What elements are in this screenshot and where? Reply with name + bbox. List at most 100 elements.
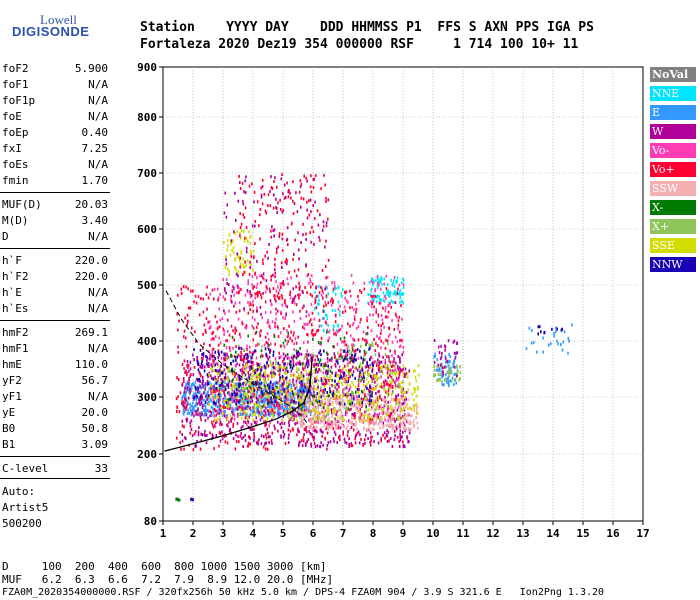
echo-point (218, 408, 221, 412)
echo-point (327, 421, 330, 425)
echo-point (272, 361, 274, 365)
echo-point (254, 318, 256, 322)
echo-point (404, 424, 406, 428)
echo-point (402, 380, 404, 384)
echo-point (367, 422, 370, 426)
echo-point (255, 373, 258, 377)
echo-point (349, 356, 351, 360)
echo-point (386, 429, 388, 433)
param-value: N/A (88, 342, 108, 355)
echo-point (181, 419, 184, 423)
echo-point (220, 350, 223, 354)
echo-point (258, 375, 260, 379)
echo-point (437, 345, 440, 349)
echo-point (391, 414, 394, 418)
echo-point (402, 373, 405, 377)
param-name: h`F (2, 254, 22, 267)
echo-point (456, 374, 458, 378)
echo-point (185, 369, 187, 373)
echo-point (197, 430, 200, 434)
echo-point (241, 370, 243, 374)
echo-point (269, 361, 272, 365)
echo-point (395, 312, 397, 316)
echo-point (224, 440, 227, 444)
echo-point (306, 440, 308, 444)
echo-cluster-nne (367, 274, 405, 305)
echo-point (330, 365, 333, 369)
echo-point (357, 299, 360, 303)
param-value: 50.8 (81, 422, 109, 435)
echo-point (358, 373, 361, 377)
echo-point (448, 368, 450, 372)
echo-point (239, 434, 242, 438)
echo-point (201, 396, 203, 400)
echo-point (220, 383, 223, 387)
echo-point (181, 424, 184, 428)
echo-point (367, 373, 369, 376)
echo-point (284, 395, 287, 399)
echo-point (417, 385, 419, 389)
echo-point (385, 315, 387, 319)
echo-point (395, 423, 398, 427)
echo-point (323, 423, 326, 427)
echo-point (453, 359, 455, 363)
echo-point (530, 341, 533, 345)
echo-point (231, 394, 233, 398)
echo-point (307, 396, 310, 400)
echo-point (280, 404, 283, 408)
echo-point (200, 413, 202, 417)
echo-point (321, 317, 324, 320)
echo-point (206, 402, 209, 406)
echo-point (433, 374, 436, 378)
echo-point (363, 371, 366, 375)
echo-point (184, 405, 186, 409)
echo-point (242, 396, 245, 400)
echo-point (337, 436, 340, 440)
echo-point (367, 326, 369, 329)
echo-point (399, 370, 401, 374)
echo-point (325, 224, 328, 228)
echo-point (314, 420, 316, 424)
echo-point (330, 391, 333, 395)
echo-point (299, 346, 301, 350)
echo-point (275, 247, 278, 251)
echo-point (223, 368, 226, 372)
echo-point (243, 401, 245, 405)
echo-point (274, 411, 276, 415)
echo-point (344, 387, 346, 391)
echo-point (260, 386, 262, 390)
echo-point (287, 395, 289, 399)
echo-point (285, 387, 287, 391)
echo-point (292, 364, 295, 368)
echo-point (335, 358, 338, 361)
echo-point (310, 384, 312, 388)
echo-point (371, 391, 373, 395)
echo-point (244, 420, 247, 424)
echo-point (395, 374, 397, 378)
echo-point (245, 324, 248, 328)
echo-point (339, 404, 341, 408)
echo-point (325, 196, 327, 200)
echo-point (313, 414, 315, 418)
echo-point (268, 287, 271, 291)
echo-point (386, 283, 389, 287)
echo-point (279, 331, 282, 335)
echo-point (325, 285, 327, 289)
echo-point (189, 392, 191, 396)
echo-point (287, 331, 289, 335)
echo-point (261, 399, 264, 403)
echo-point (370, 386, 372, 390)
echo-point (437, 368, 439, 372)
echo-point (212, 364, 215, 368)
echo-point (236, 284, 239, 288)
echo-point (365, 351, 368, 355)
echo-point (185, 345, 188, 349)
echo-point (285, 371, 287, 375)
echo-point (250, 356, 253, 360)
echo-point (268, 347, 270, 351)
legend-entry-nne: NNE (650, 86, 696, 101)
param-value: N/A (88, 78, 108, 91)
echo-point (359, 289, 361, 293)
echo-point (238, 385, 240, 389)
